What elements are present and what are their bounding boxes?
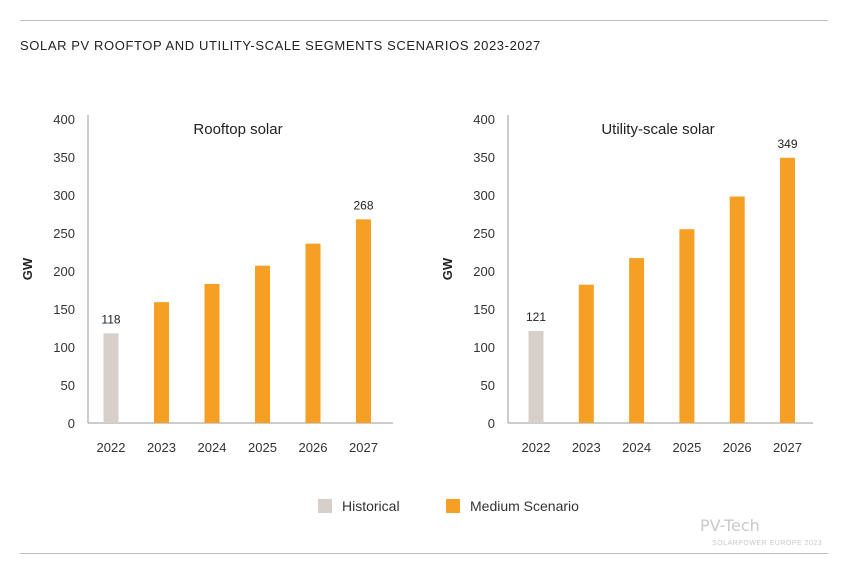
x-tick-label: 2027 bbox=[349, 440, 378, 455]
bar-2022 bbox=[528, 331, 544, 423]
y-tick-label: 150 bbox=[53, 302, 75, 317]
data-label: 349 bbox=[777, 137, 797, 151]
x-tick-label: 2026 bbox=[299, 440, 328, 455]
x-tick-label: 2025 bbox=[672, 440, 701, 455]
y-tick-label: 250 bbox=[473, 226, 495, 241]
utility-scale-solar-chart: Utility-scale solar GW 0 50 100 150 200 250 300 3… bbox=[440, 112, 813, 455]
data-label: 118 bbox=[101, 312, 120, 326]
bar-2024 bbox=[204, 283, 220, 423]
x-tick-label: 2022 bbox=[522, 440, 551, 455]
page-title: SOLAR PV ROOFTOP AND UTILITY-SCALE SEGME… bbox=[20, 38, 541, 53]
y-tick-label: 100 bbox=[473, 340, 495, 355]
legend-item-medium-scenario: Medium Scenario bbox=[446, 498, 579, 514]
bar-2025 bbox=[255, 265, 270, 423]
bar-2026 bbox=[305, 243, 321, 423]
y-tick-label: 50 bbox=[481, 378, 495, 393]
y-tick-label: 200 bbox=[473, 264, 495, 279]
y-tick-label: 250 bbox=[53, 226, 75, 241]
y-axis-label: GW bbox=[440, 257, 455, 280]
bar-2022 bbox=[103, 333, 119, 423]
x-tick-label: 2024 bbox=[198, 440, 227, 455]
y-axis-label: GW bbox=[20, 257, 35, 280]
x-tick-label: 2026 bbox=[723, 440, 752, 455]
data-label: 121 bbox=[526, 310, 546, 324]
data-label: 268 bbox=[353, 198, 373, 212]
y-tick-label: 400 bbox=[473, 112, 495, 127]
bar-2024 bbox=[629, 258, 645, 423]
watermark-subtext: SOLARPOWER EUROPE 2023 bbox=[712, 540, 823, 547]
y-tick-label: 0 bbox=[488, 416, 495, 431]
legend-swatch-medium-scenario bbox=[446, 499, 460, 513]
rooftop-solar-chart: Rooftop solar GW 0 50 100 150 200 250 300 350 400 2… bbox=[20, 112, 393, 455]
y-tick-label: 50 bbox=[61, 378, 75, 393]
y-tick-label: 0 bbox=[68, 416, 75, 431]
chart-title: Rooftop solar bbox=[193, 121, 282, 138]
y-tick-label: 150 bbox=[473, 302, 495, 317]
legend-item-historical: Historical bbox=[318, 498, 400, 514]
y-tick-label: 350 bbox=[473, 150, 495, 165]
y-tick-label: 300 bbox=[473, 188, 495, 203]
x-tick-label: 2025 bbox=[248, 440, 277, 455]
y-tick-label: 200 bbox=[53, 264, 75, 279]
bar-2025 bbox=[679, 229, 695, 423]
bar-2023 bbox=[154, 302, 169, 423]
x-tick-label: 2023 bbox=[572, 440, 601, 455]
x-tick-label: 2027 bbox=[773, 440, 802, 455]
x-tick-label: 2024 bbox=[622, 440, 651, 455]
y-tick-label: 400 bbox=[53, 112, 75, 127]
legend-swatch-historical bbox=[318, 499, 332, 513]
bar-2026 bbox=[729, 196, 745, 423]
watermark-logo: PV-Tech bbox=[700, 516, 760, 535]
bar-2023 bbox=[578, 284, 594, 423]
top-divider bbox=[20, 20, 828, 21]
bar-2027 bbox=[780, 157, 795, 423]
chart-legend: Historical Medium Scenario bbox=[0, 498, 868, 518]
y-tick-label: 300 bbox=[53, 188, 75, 203]
y-tick-label: 350 bbox=[53, 150, 75, 165]
x-tick-label: 2022 bbox=[97, 440, 126, 455]
bottom-divider bbox=[20, 553, 828, 554]
legend-label-medium-scenario: Medium Scenario bbox=[470, 498, 579, 514]
legend-label-historical: Historical bbox=[342, 498, 400, 514]
x-tick-label: 2023 bbox=[147, 440, 176, 455]
y-tick-label: 100 bbox=[53, 340, 75, 355]
bar-2027 bbox=[356, 219, 371, 423]
chart-title: Utility-scale solar bbox=[601, 121, 714, 138]
